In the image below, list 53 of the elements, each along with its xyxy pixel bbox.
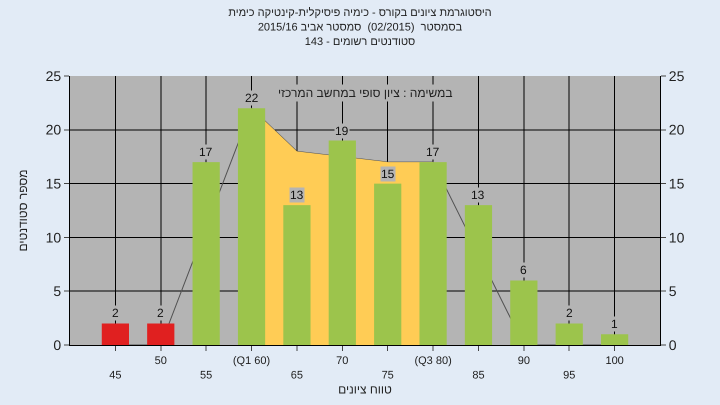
- y-tick-label: 25: [46, 68, 62, 84]
- data-label: 2: [157, 306, 164, 320]
- chart-subtitle: בסמסטר (02/2015) סמסטר אביב 2015/16 סטודנטים רשומים - 143: [258, 22, 463, 48]
- x-tick-label: 45: [109, 370, 122, 382]
- y2-tick-label: 20: [668, 122, 685, 138]
- bar: [601, 334, 628, 345]
- bar: [374, 184, 402, 345]
- x-tick-label: 100: [605, 355, 624, 368]
- data-label: 6: [520, 263, 527, 277]
- data-label: 1: [611, 317, 618, 331]
- x-tick-label: 90: [518, 355, 530, 368]
- bar: [464, 205, 492, 345]
- x-tick-label: 85: [472, 370, 485, 382]
- bar: [238, 108, 266, 345]
- y2-tick-label: 25: [668, 68, 685, 84]
- x-tick-label: 55: [200, 370, 212, 382]
- chart-title: היסטוגרמת ציונים בקורס - כימיה פיסיקלית-קינטיקה כימית: [228, 7, 492, 20]
- data-label: 17: [199, 145, 213, 159]
- bar: [419, 162, 447, 345]
- x-tick-label: 50: [154, 355, 167, 368]
- bar: [102, 323, 129, 345]
- data-label: 2: [566, 306, 573, 320]
- annotation: במשימה : ציון סופי במחשב המרכזי: [278, 86, 453, 100]
- y2-tick-label: 0: [668, 336, 677, 353]
- y-tick-label: 0: [53, 336, 62, 353]
- x-tick-label: 70: [336, 355, 348, 368]
- x-axis-title: טווח ציונים: [338, 382, 392, 396]
- y-tick-label: 5: [53, 283, 62, 300]
- x-tick-label: 75: [382, 370, 394, 382]
- y-axis-title: מספר סטודנטים: [16, 169, 30, 252]
- bar: [556, 323, 583, 345]
- x-tick-label: (Q3 80): [414, 355, 452, 368]
- data-label: 13: [471, 188, 485, 202]
- data-label: 15: [381, 167, 395, 181]
- bar: [510, 280, 538, 345]
- y-tick-label: 15: [46, 176, 62, 192]
- x-tick-label: 95: [563, 370, 576, 382]
- data-label: 13: [290, 188, 304, 202]
- bar: [328, 140, 356, 345]
- data-label: 22: [245, 91, 259, 105]
- data-label: 17: [426, 145, 440, 159]
- y2-tick-label: 15: [668, 176, 685, 192]
- x-tick-label: 65: [290, 370, 304, 382]
- y2-tick-label: 5: [668, 283, 677, 300]
- data-label: 19: [335, 124, 349, 138]
- y2-tick-label: 10: [668, 229, 685, 246]
- bar: [192, 162, 220, 345]
- y-tick-label: 10: [46, 229, 62, 246]
- bar: [283, 205, 311, 345]
- x-tick-label: (Q1 60): [232, 355, 270, 368]
- data-label: 2: [112, 306, 119, 320]
- bar: [147, 323, 174, 345]
- y-tick-label: 20: [46, 122, 62, 138]
